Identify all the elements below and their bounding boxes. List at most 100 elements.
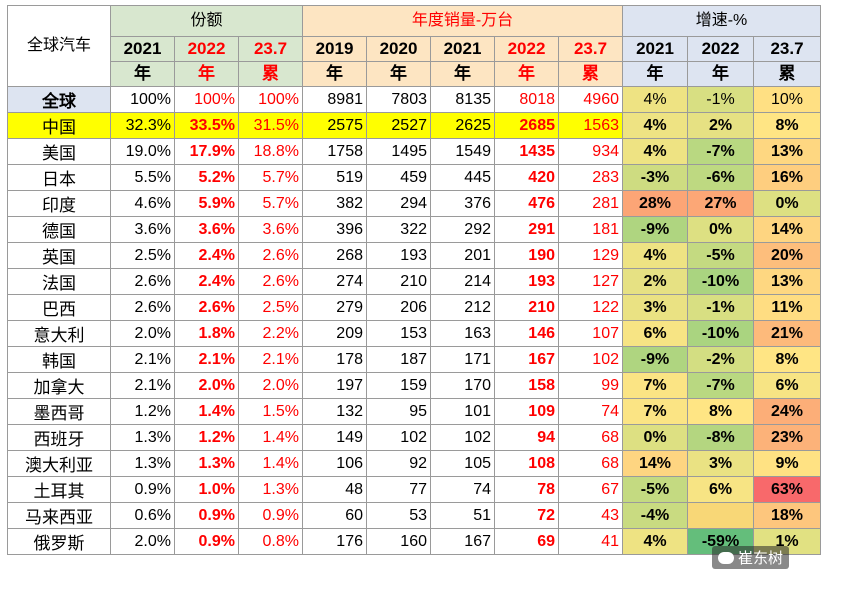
column-header-year: 23.7 [753,36,821,62]
column-header-year: 23.7 [558,36,623,62]
subheader-row-unit: 年年累年年年年累年年累 [8,61,821,87]
sales-cell: 171 [430,346,495,373]
sales-cell: 206 [366,294,431,321]
growth-cell: -8% [687,424,754,451]
growth-cell: 6% [687,476,754,503]
sales-cell: 8981 [302,86,367,113]
growth-cell: 8% [753,346,821,373]
sales-cell: 291 [494,216,559,243]
column-header-unit: 年 [430,61,495,87]
column-header-year: 2022 [174,36,239,62]
table-row: 中国 32.3% 33.5% 31.5% 2575 2527 2625 2685 1563 4% 2… [7,112,821,139]
table-row: 意大利 2.0% 1.8% 2.2% 209 153 163 146 107 6% -10% 21% [7,320,821,347]
sales-cell: 382 [302,190,367,217]
share-cell: 1.4% [174,398,239,425]
sales-cell: 1495 [366,138,431,165]
share-cell: 3.6% [110,216,175,243]
share-cell: 0.8% [238,528,303,555]
growth-cell: 4% [622,112,688,139]
column-header-year: 2022 [687,36,754,62]
sales-cell: 170 [430,372,495,399]
sales-cell: 283 [558,164,623,191]
growth-cell: 13% [753,268,821,295]
row-name: 澳大利亚 [7,450,111,477]
share-cell: 2.0% [238,372,303,399]
growth-cell: 8% [687,398,754,425]
column-header-unit: 累 [558,61,623,87]
sales-cell: 1758 [302,138,367,165]
sales-cell: 109 [494,398,559,425]
share-cell: 1.0% [174,476,239,503]
sales-cell: 69 [494,528,559,555]
subheader-row-year: 2021 2022 23.7 2019 2020 2021 2022 23.7 2021 2022… [8,36,821,62]
row-name: 美国 [7,138,111,165]
growth-cell: 3% [687,450,754,477]
sales-cell: 48 [302,476,367,503]
sales-cell: 193 [366,242,431,269]
sales-cell: 2527 [366,112,431,139]
column-header-unit: 年 [174,61,239,87]
sales-cell: 68 [558,450,623,477]
sales-cell: 210 [494,294,559,321]
sales-cell: 158 [494,372,559,399]
growth-cell: -7% [687,372,754,399]
sales-cell: 476 [494,190,559,217]
sales-cell: 78 [494,476,559,503]
growth-cell: -1% [687,86,754,113]
share-cell: 2.6% [238,242,303,269]
share-cell: 100% [110,86,175,113]
row-name: 全球 [7,86,111,113]
sales-cell: 396 [302,216,367,243]
share-cell: 18.8% [238,138,303,165]
share-cell: 100% [238,86,303,113]
wechat-icon [718,552,734,564]
table-row: 印度 4.6% 5.9% 5.7% 382 294 376 476 281 28% 27% 0% [7,190,821,217]
group-header-share: 份额 [110,5,303,37]
sales-cell: 2575 [302,112,367,139]
share-cell: 2.0% [110,320,175,347]
share-cell: 2.6% [110,294,175,321]
share-cell: 1.8% [174,320,239,347]
sales-cell: 102 [366,424,431,451]
table-row: 土耳其 0.9% 1.0% 1.3% 48 77 74 78 67 -5% 6% 63% [7,476,821,503]
column-header-unit: 年 [366,61,431,87]
growth-cell: 8% [753,112,821,139]
auto-sales-table: 全球汽车 份额 年度销量-万台 增速-% 2021 2022 23.7 2019 202… [7,5,821,555]
sales-cell: 160 [366,528,431,555]
sales-cell: 193 [494,268,559,295]
table-row: 马来西亚 0.6% 0.9% 0.9% 60 53 51 72 43 -4% 18% [7,502,821,529]
share-cell: 2.0% [174,372,239,399]
watermark-text: 崔东树 [738,550,784,567]
column-header-unit: 年 [687,61,754,87]
sales-cell: 279 [302,294,367,321]
growth-cell: 14% [753,216,821,243]
share-cell: 0.6% [110,502,175,529]
group-header-sales: 年度销量-万台 [302,5,623,37]
share-cell: 2.0% [110,528,175,555]
table-row: 加拿大 2.1% 2.0% 2.0% 197 159 170 158 99 7% -7% 6% [7,372,821,399]
share-cell: 2.6% [238,268,303,295]
sales-cell: 187 [366,346,431,373]
sales-cell: 519 [302,164,367,191]
sales-cell: 322 [366,216,431,243]
share-cell: 1.4% [238,450,303,477]
growth-cell: 14% [622,450,688,477]
sales-cell: 122 [558,294,623,321]
row-name: 法国 [7,268,111,295]
sales-cell: 274 [302,268,367,295]
sales-cell: 268 [302,242,367,269]
sales-cell: 176 [302,528,367,555]
growth-cell: -7% [687,138,754,165]
growth-cell: 23% [753,424,821,451]
sales-cell: 292 [430,216,495,243]
sales-cell: 108 [494,450,559,477]
sales-cell: 107 [558,320,623,347]
share-cell: 1.5% [238,398,303,425]
growth-cell: -9% [622,216,688,243]
sales-cell: 159 [366,372,431,399]
sales-cell: 209 [302,320,367,347]
corner-header: 全球汽车 [7,5,111,87]
sales-cell: 105 [430,450,495,477]
share-cell: 3.6% [174,216,239,243]
